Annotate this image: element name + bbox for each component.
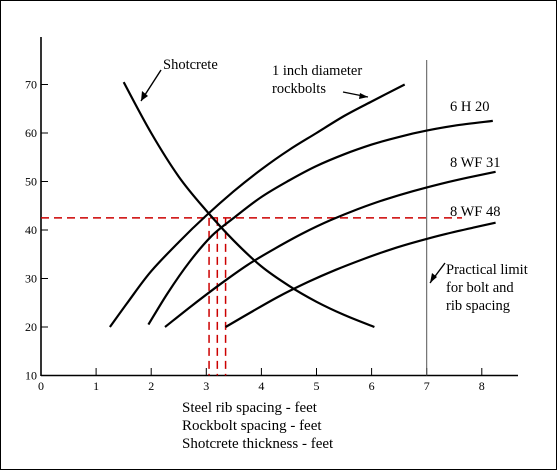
curve-8-wf-48 [225,221,496,328]
x-ticks: 0 1 2 3 4 5 6 7 8 [38,368,485,393]
x-tick-label: 1 [93,379,99,393]
y-tick-label: 40 [25,223,37,237]
curves [109,81,496,329]
x-tick-label: 5 [314,379,320,393]
label-6h20: 6 H 20 [450,99,489,115]
xlabel-line3: Shotcrete thickness - feet [182,436,334,452]
y-tick-label: 50 [25,175,37,189]
y-ticks: 10 20 30 40 50 60 70 [25,78,48,383]
x-tick-label: 3 [203,379,209,393]
x-tick-label: 4 [258,379,264,393]
label-rockbolts-line2: rockbolts [272,81,326,97]
x-tick-label: 2 [148,379,154,393]
label-limit-line2: for bolt and [446,280,514,296]
reference-lines [41,217,462,376]
label-limit-line3: rib spacing [446,298,510,314]
x-tick-label: 8 [479,379,485,393]
curve-6-h-20 [147,119,493,326]
xlabel-line2: Rockbolt spacing - feet [182,418,322,434]
label-8wf31: 8 WF 31 [450,155,501,171]
curve-8-wf-31 [164,170,496,328]
curve-1-inch-diameter-rockbolts [109,83,406,328]
y-tick-label: 10 [25,369,37,383]
x-tick-label: 7 [424,379,430,393]
label-limit-line1: Practical limit [446,262,528,278]
xlabel-line1: Steel rib spacing - feet [182,400,318,416]
x-tick-label: 0 [38,379,44,393]
y-tick-label: 30 [25,272,37,286]
annotation-arrows [140,69,446,284]
y-tick-label: 20 [25,320,37,334]
rockbolts-arrowhead [359,93,368,99]
shotcrete-arrowhead [141,91,148,101]
y-tick-label: 70 [25,78,37,92]
curve-shotcrete [122,81,375,329]
limit-arrowhead [430,273,437,283]
label-shotcrete: Shotcrete [163,57,218,73]
y-tick-label: 60 [25,126,37,140]
x-tick-label: 6 [369,379,375,393]
label-rockbolts-line1: 1 inch diameter [272,63,362,79]
label-8wf48: 8 WF 48 [450,204,501,220]
